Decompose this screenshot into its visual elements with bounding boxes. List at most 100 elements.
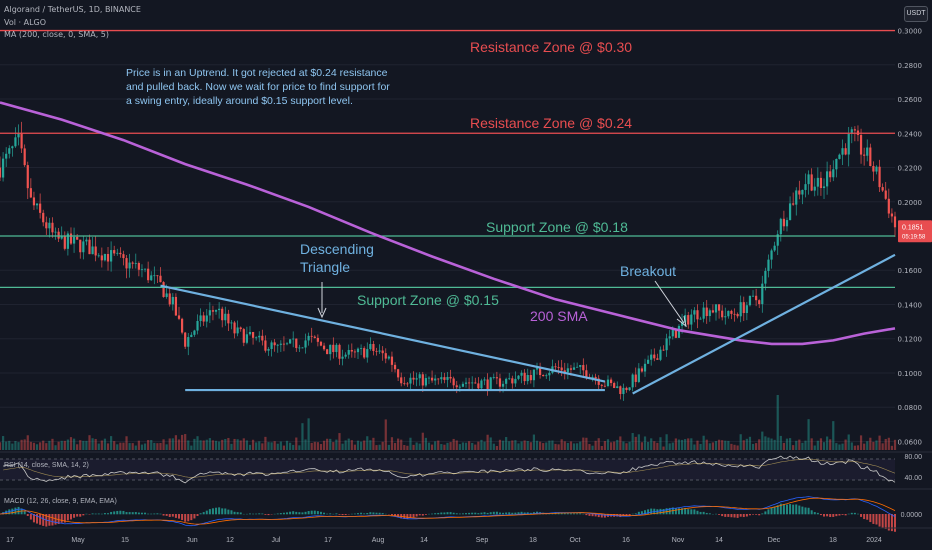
candle-body — [498, 378, 502, 387]
volume-bar — [622, 441, 625, 450]
candle-body — [758, 300, 761, 305]
volume-bar — [369, 440, 372, 450]
volume-bar — [353, 444, 357, 450]
candle-body — [542, 374, 545, 377]
macd-histogram-bar — [647, 509, 650, 515]
candle-body — [137, 263, 140, 270]
volume-bar — [875, 440, 878, 450]
candle-body — [48, 222, 51, 229]
macd-histogram-bar — [128, 512, 131, 515]
candle-body — [674, 329, 677, 338]
macd-histogram-bar — [208, 509, 211, 515]
volume-bar — [0, 442, 2, 450]
macd-histogram-bar — [502, 512, 505, 515]
candle-body — [702, 307, 705, 319]
volume-bar — [279, 441, 282, 450]
volume-bar — [872, 441, 875, 450]
macd-histogram-bar — [375, 512, 378, 515]
candle-body — [881, 187, 884, 191]
quote-currency-badge[interactable]: USDT — [904, 6, 928, 22]
candle-body — [233, 322, 236, 334]
candle-body — [29, 188, 32, 198]
candle-body — [285, 343, 289, 345]
candle-body — [680, 322, 684, 326]
macd-histogram-bar — [600, 514, 603, 518]
volume-bar — [378, 444, 381, 450]
candle-body — [659, 349, 662, 360]
breakout-arrow-head — [676, 315, 687, 328]
candle-body — [745, 305, 748, 314]
volume-bar — [443, 444, 446, 450]
candle-body — [100, 255, 103, 261]
candle-body — [579, 365, 582, 367]
macd-histogram-bar — [742, 514, 745, 518]
volume-bar — [495, 446, 498, 450]
volume-bar — [88, 435, 91, 450]
volume-bar — [832, 421, 835, 450]
volume-bar — [242, 438, 245, 450]
candle-body — [643, 363, 647, 372]
candle-body — [298, 347, 301, 349]
volume-bar — [17, 442, 20, 450]
volume-bar — [387, 444, 390, 450]
macd-histogram-bar — [144, 512, 147, 515]
volume-bar — [208, 438, 211, 450]
macd-histogram-bar — [739, 514, 742, 517]
volume-bar — [637, 434, 640, 450]
volume-bar — [5, 441, 8, 450]
candle-body — [640, 368, 644, 372]
macd-histogram-bar — [718, 514, 721, 515]
macd-histogram-bar — [458, 513, 461, 515]
volume-indicator-label[interactable]: Vol · ALGO — [4, 18, 47, 27]
candle-body — [245, 334, 248, 343]
macd-histogram-bar — [588, 514, 591, 516]
macd-histogram-bar — [357, 513, 359, 515]
volume-bar — [477, 441, 480, 450]
candle-body — [557, 367, 560, 369]
candle-body — [39, 203, 42, 213]
candle-body — [356, 348, 360, 353]
macd-histogram-bar — [57, 514, 60, 525]
volume-bar — [594, 440, 597, 450]
volume-bar — [699, 443, 702, 450]
macd-histogram-bar — [193, 514, 196, 519]
price-tick-label: 0.1600 — [898, 267, 923, 275]
volume-bar — [341, 443, 344, 450]
macd-histogram-bar — [841, 514, 844, 515]
candle-body — [193, 330, 196, 335]
macd-histogram-bar — [878, 514, 881, 527]
macd-histogram-bar — [113, 511, 116, 515]
candle-body — [801, 189, 804, 195]
macd-histogram-bar — [461, 513, 464, 515]
candle-body — [359, 348, 363, 349]
candle-body — [535, 367, 539, 370]
candle-body — [322, 345, 326, 350]
candle-body — [159, 275, 162, 283]
candle-body — [119, 252, 122, 255]
volume-bar — [764, 436, 767, 450]
candle-body — [826, 171, 829, 187]
volume-bar — [566, 442, 569, 450]
macd-histogram-bar — [187, 514, 190, 522]
volume-bar — [508, 441, 511, 450]
candle-body — [742, 302, 745, 314]
macd-histogram-bar — [869, 514, 872, 523]
candle-body — [748, 295, 752, 306]
candle-body — [338, 344, 341, 359]
volume-bar — [532, 434, 536, 450]
macd-histogram-bar — [782, 504, 785, 515]
time-tick-label: Oct — [570, 537, 581, 544]
triangle-label-line2: Triangle — [300, 259, 350, 275]
volume-bar — [322, 440, 326, 450]
candle-body — [622, 387, 625, 395]
macd-histogram-bar — [835, 514, 838, 517]
candle-body — [647, 359, 650, 364]
volume-bar — [338, 433, 341, 450]
volume-bar — [63, 440, 66, 450]
volume-bar — [745, 438, 748, 450]
macd-histogram-bar — [372, 512, 375, 515]
ma-indicator-label[interactable]: MA (200, close, 0, SMA, 5) — [4, 30, 110, 39]
macd-histogram-bar — [267, 514, 270, 516]
